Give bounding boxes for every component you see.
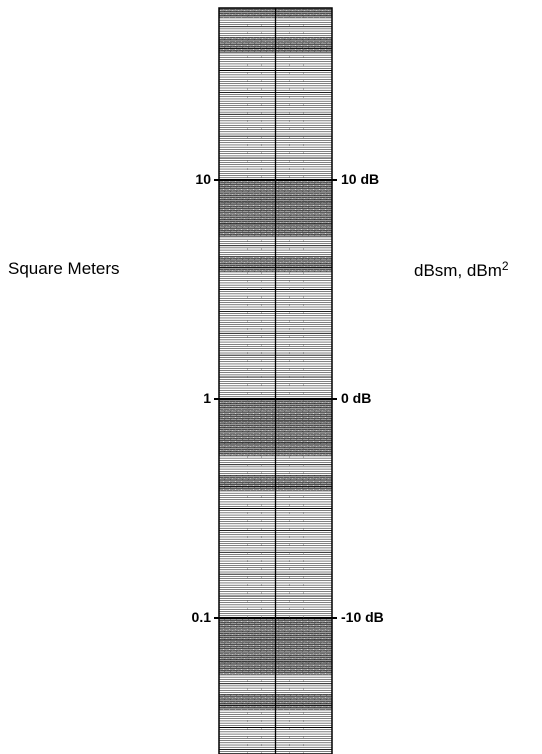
right-tick-label: 0 dB <box>341 390 372 406</box>
right-tick-label: 10 dB <box>341 171 380 187</box>
left-tick-label: 10 <box>195 171 211 187</box>
right-tick-label: -10 dB <box>341 609 384 625</box>
left-axis-title: Square Meters <box>8 259 120 278</box>
right-axis-title: dBsm, dBm2 <box>414 259 509 281</box>
left-tick-label: 0.1 <box>191 609 211 625</box>
right-axis-title-superscript: 2 <box>501 259 509 273</box>
left-tick-label: 1 <box>203 390 211 406</box>
right-axis-title-base: dBsm, dBm <box>414 261 502 280</box>
